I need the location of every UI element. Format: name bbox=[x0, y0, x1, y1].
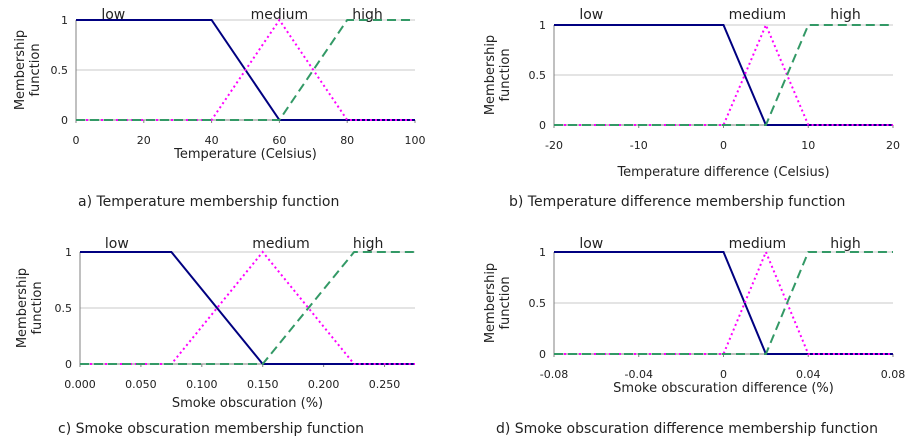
x-tick-label: 0.150 bbox=[247, 378, 279, 391]
y-tick-label: 0 bbox=[539, 348, 546, 361]
x-tick-label: 0 bbox=[73, 134, 80, 147]
class-label-low: low bbox=[105, 236, 129, 252]
series-line-low bbox=[554, 24, 893, 126]
x-axis-label: Temperature (Celsius) bbox=[173, 147, 317, 162]
x-tick-label: 60 bbox=[272, 134, 286, 147]
x-axis-label: Temperature difference (Celsius) bbox=[616, 165, 829, 180]
class-label-high: high bbox=[353, 236, 384, 252]
y-axis-label: Membershipfunction bbox=[15, 268, 45, 348]
x-tick-label: 20 bbox=[137, 134, 151, 147]
series-line-low bbox=[80, 251, 415, 365]
x-tick-label: 0 bbox=[720, 139, 727, 152]
y-tick-label: 0 bbox=[539, 119, 546, 132]
y-tick-label: 0 bbox=[61, 114, 68, 127]
x-tick-label: 20 bbox=[886, 139, 900, 152]
x-tick-label: 0.100 bbox=[186, 378, 218, 391]
y-tick-label: 1 bbox=[65, 246, 72, 259]
caption-a: a) Temperature membership function bbox=[78, 194, 340, 210]
y-tick-label: 0.5 bbox=[529, 297, 547, 310]
caption-c: c) Smoke obscuration membership function bbox=[58, 421, 365, 437]
class-label-medium: medium bbox=[252, 236, 310, 252]
x-tick-label: -0.08 bbox=[540, 368, 568, 381]
class-label-low: low bbox=[101, 7, 125, 23]
x-tick-label: 0.250 bbox=[369, 378, 401, 391]
series-line-high bbox=[554, 251, 893, 355]
y-tick-label: 1 bbox=[539, 19, 546, 32]
y-tick-label: 0.5 bbox=[55, 302, 73, 315]
x-tick-label: 100 bbox=[405, 134, 426, 147]
x-tick-label: 10 bbox=[801, 139, 815, 152]
class-label-medium: medium bbox=[729, 236, 787, 252]
x-tick-label: 0.050 bbox=[125, 378, 157, 391]
class-label-low: low bbox=[579, 236, 603, 252]
class-label-high: high bbox=[352, 7, 383, 23]
y-axis-label: Membershipfunction bbox=[13, 30, 43, 110]
caption-d: d) Smoke obscuration difference membersh… bbox=[496, 421, 878, 437]
caption-b: b) Temperature difference membership fun… bbox=[509, 194, 846, 210]
class-label-medium: medium bbox=[251, 7, 309, 23]
x-tick-label: -10 bbox=[630, 139, 648, 152]
y-tick-label: 1 bbox=[61, 14, 68, 27]
y-tick-label: 0 bbox=[65, 358, 72, 371]
y-tick-label: 1 bbox=[539, 246, 546, 259]
class-label-high: high bbox=[830, 7, 861, 23]
x-tick-label: 0.000 bbox=[64, 378, 96, 391]
series-line-high bbox=[80, 251, 415, 365]
y-axis-label: Membershipfunction bbox=[483, 263, 513, 343]
x-tick-label: 0.08 bbox=[881, 368, 906, 381]
series-line-high bbox=[554, 24, 893, 126]
x-axis-label: Smoke obscuration difference (%) bbox=[613, 381, 834, 396]
x-tick-label: 0.04 bbox=[796, 368, 821, 381]
series-line-high bbox=[76, 19, 415, 121]
y-tick-label: 0.5 bbox=[51, 64, 69, 77]
x-tick-label: 80 bbox=[340, 134, 354, 147]
class-label-medium: medium bbox=[729, 7, 787, 23]
class-label-low: low bbox=[579, 7, 603, 23]
y-axis-label: Membershipfunction bbox=[483, 35, 513, 115]
y-tick-label: 0.5 bbox=[529, 69, 547, 82]
x-tick-label: 0 bbox=[720, 368, 727, 381]
x-tick-label: -0.04 bbox=[625, 368, 653, 381]
x-tick-label: 40 bbox=[205, 134, 219, 147]
x-tick-label: 0.200 bbox=[308, 378, 340, 391]
class-label-high: high bbox=[830, 236, 861, 252]
x-axis-label: Smoke obscuration (%) bbox=[172, 396, 323, 411]
x-tick-label: -20 bbox=[545, 139, 563, 152]
